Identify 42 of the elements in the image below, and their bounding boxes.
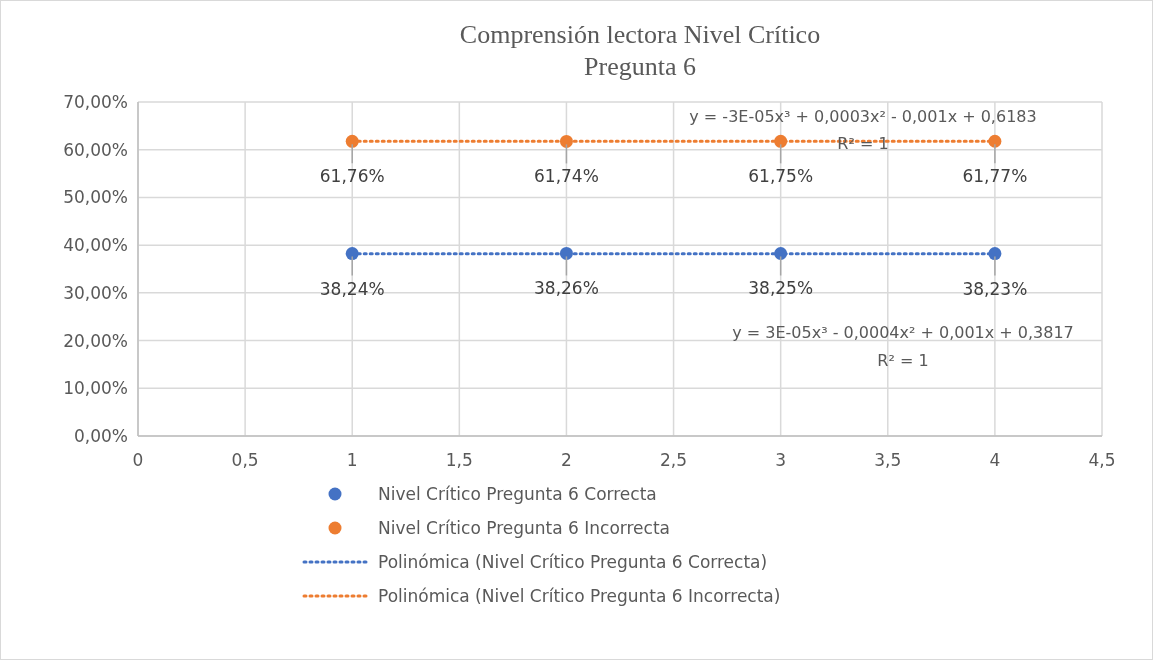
point [559, 134, 573, 148]
x-tick-label: 1,5 [445, 450, 473, 470]
legend-label: Nivel Crítico Pregunta 6 Incorrecta [378, 518, 671, 538]
x-tick-label: 1 [346, 450, 358, 470]
chart-title: Comprensión lectora Nivel Crítico Pregunta 6 [459, 20, 821, 81]
legend-label: Nivel Crítico Pregunta 6 Correcta [378, 484, 657, 504]
annotation: R² = 1 [877, 351, 929, 370]
point [988, 247, 1002, 261]
x-tick-label: 2,5 [660, 450, 688, 470]
data-label: 61,77% [962, 166, 1028, 187]
legend-label: Polinómica (Nivel Crítico Pregunta 6 Incorrecta) [378, 586, 781, 606]
point [774, 247, 788, 260]
point [345, 247, 359, 261]
data-label: 38,23% [962, 278, 1028, 299]
x-tick-label: 4 [989, 450, 1001, 470]
data-label: 38,25% [748, 278, 814, 299]
x-tick-label: 2 [561, 450, 572, 470]
point [345, 134, 359, 148]
data-label: 61,76% [319, 166, 385, 187]
legend-label: Polinómica (Nivel Crítico Pregunta 6 Correcta) [378, 552, 768, 572]
x-tick-label: 4,5 [1088, 450, 1116, 470]
y-tick-label: 10,00% [63, 378, 128, 399]
y-tick-label: 70,00% [63, 92, 128, 112]
data-label: 38,26% [534, 278, 599, 299]
x-tick-label: 3 [775, 450, 787, 470]
annotation: y = -3E-05x³ + 0,0003x² - 0,001x + 0,6183 [689, 107, 1037, 126]
data-label: 38,24% [319, 278, 385, 299]
x-tick-label: 3,5 [874, 450, 902, 470]
x-tick-label: 0 [132, 450, 144, 470]
y-tick-label: 30,00% [63, 282, 128, 303]
point [559, 246, 573, 260]
point [774, 134, 788, 148]
y-tick-label: 60,00% [63, 139, 128, 160]
y-tick-label: 50,00% [63, 187, 128, 208]
y-tick-label: 0,00% [73, 426, 128, 446]
point [988, 134, 1002, 148]
y-tick-label: 20,00% [63, 330, 128, 351]
x-tick-label: 0,5 [231, 450, 259, 470]
data-label: 61,74% [534, 166, 599, 187]
y-tick-label: 40,00% [63, 235, 128, 256]
annotation: y = 3E-05x³ - 0,0004x² + 0,001x + 0,3817 [732, 323, 1074, 342]
data-label: 61,75% [748, 166, 814, 187]
